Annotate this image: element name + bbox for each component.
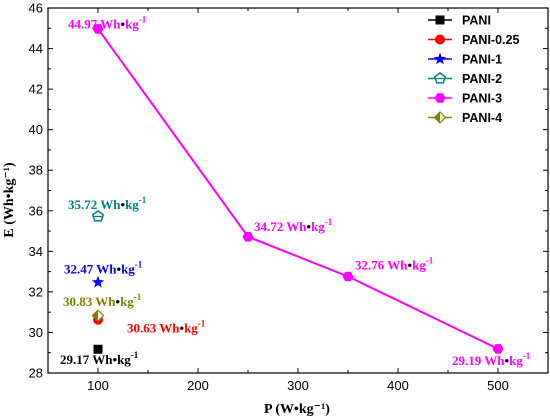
y-tick-label: 38 — [29, 163, 43, 178]
y-tick-label: 30 — [29, 325, 43, 340]
y-tick-label: 36 — [29, 203, 43, 218]
value-label: 32.47 Wh•kg-1 — [64, 260, 143, 277]
legend-label-pani-4: PANI-4 — [462, 111, 502, 125]
value-label: 44.97 Wh•kg-1 — [68, 14, 147, 31]
value-label: 29.17 Wh•kg-1 — [60, 350, 139, 367]
legend-marker-pani — [435, 15, 445, 25]
data-point-pani-2 — [91, 210, 105, 222]
annotations: 44.97 Wh•kg-1 35.72 Wh•kg-1 34.72 Wh•kg-1 3… — [60, 14, 531, 368]
value-label: 30.83 Wh•kg-1 — [63, 292, 142, 309]
data-point-pani — [93, 344, 103, 354]
data-point-pani-1 — [91, 275, 105, 288]
legend-label-pani-0.25: PANI-0.25 — [462, 33, 519, 47]
data-point-pani-4 — [91, 309, 105, 322]
x-axis-title: P (W•kg⁻¹) — [264, 402, 330, 417]
data-point-pani-3 — [242, 231, 254, 242]
ticks: 100 200 300 400 500 28 30 32 34 36 38 40 42 44 46 — [29, 1, 549, 393]
data-point-pani-3 — [92, 24, 104, 34]
y-tick-label: 34 — [29, 244, 43, 259]
legend-marker-pani-0.25 — [435, 34, 445, 45]
legend: PANI PANI-0.25 PANI-1 PANI-2 PANI-3 PANI-4 — [428, 14, 519, 125]
value-label: 30.63 Wh•kg-1 — [127, 318, 206, 335]
x-tick-label: 100 — [87, 378, 109, 393]
y-tick-label: 42 — [29, 82, 43, 97]
y-tick-label: 44 — [29, 41, 43, 56]
x-tick-label: 400 — [387, 378, 409, 393]
y-tick-label: 46 — [29, 1, 43, 16]
legend-marker-pani-4 — [433, 111, 447, 124]
legend-marker-pani-1 — [433, 52, 447, 65]
legend-label-pani: PANI — [462, 14, 491, 28]
x-tick-label: 500 — [487, 378, 509, 393]
data-point-pani-4-fill — [92, 310, 98, 322]
value-label: 29.19 Wh•kg-1 — [452, 351, 531, 368]
value-label: 32.76 Wh•kg-1 — [355, 256, 434, 273]
value-label: 34.72 Wh•kg-1 — [254, 217, 333, 234]
x-tick-label: 300 — [287, 378, 309, 393]
y-tick-label: 40 — [29, 122, 43, 137]
legend-label-pani-2: PANI-2 — [462, 72, 502, 86]
value-label: 35.72 Wh•kg-1 — [68, 195, 147, 212]
series-line-pani-3 — [97, 28, 499, 350]
legend-marker-pani-2 — [433, 72, 447, 84]
data-point-pani-3 — [492, 344, 504, 354]
legend-marker-pani-3 — [434, 93, 446, 103]
legend-label-pani-1: PANI-1 — [462, 53, 502, 67]
legend-label-pani-3: PANI-3 — [462, 92, 502, 106]
y-axis-title: E (Wh•kg⁻¹) — [2, 162, 17, 238]
legend-marker-pani-4-fill — [434, 112, 440, 123]
y-tick-label: 32 — [29, 284, 43, 299]
x-tick-label: 200 — [187, 378, 209, 393]
series — [91, 24, 504, 354]
data-point-pani-3 — [342, 271, 354, 282]
y-tick-label: 28 — [29, 366, 43, 381]
